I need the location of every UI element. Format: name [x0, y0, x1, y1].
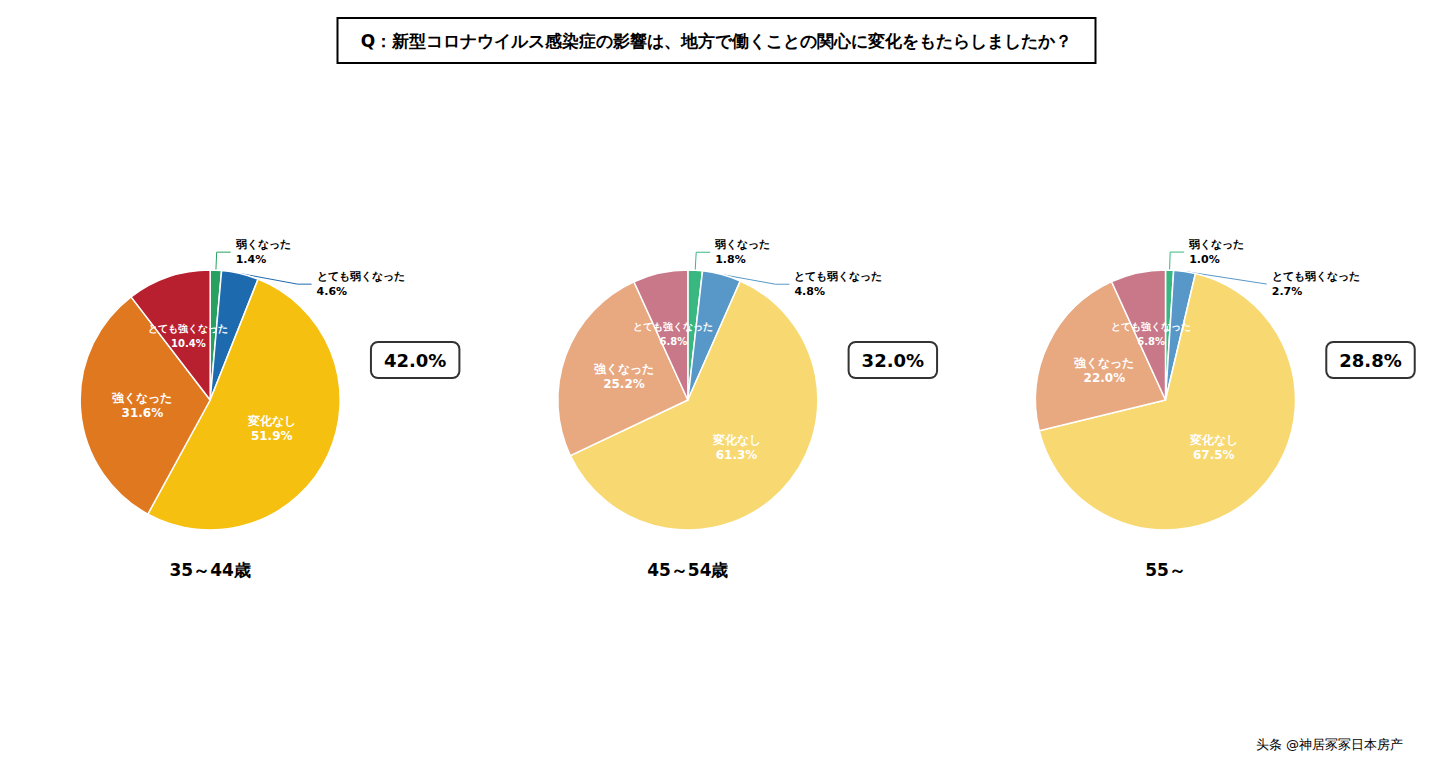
- svg-text:31.6%: 31.6%: [122, 406, 164, 420]
- svg-text:4.6%: 4.6%: [317, 285, 348, 298]
- svg-text:61.3%: 61.3%: [716, 448, 758, 462]
- svg-text:6.8%: 6.8%: [660, 336, 688, 347]
- svg-text:強くなった: 強くなった: [594, 362, 654, 376]
- svg-text:変化なし: 変化なし: [712, 433, 761, 447]
- svg-text:6.8%: 6.8%: [1137, 336, 1165, 347]
- svg-text:弱くなった: 弱くなった: [714, 238, 770, 251]
- svg-text:とても強くなった: とても強くなった: [633, 321, 713, 333]
- svg-text:強くなった: 強くなった: [1074, 356, 1134, 370]
- svg-text:弱くなった: 弱くなった: [235, 238, 291, 251]
- svg-text:2.7%: 2.7%: [1272, 285, 1303, 298]
- svg-text:35～44歳: 35～44歳: [170, 560, 251, 580]
- svg-text:とても弱くなった: とても弱くなった: [1272, 270, 1360, 283]
- svg-text:1.8%: 1.8%: [715, 253, 746, 266]
- svg-text:10.4%: 10.4%: [171, 338, 206, 349]
- svg-text:1.0%: 1.0%: [1189, 253, 1220, 266]
- svg-text:強くなった: 強くなった: [112, 391, 172, 405]
- svg-text:とても弱くなった: とても弱くなった: [317, 270, 405, 283]
- svg-text:弱くなった: 弱くなった: [1188, 238, 1244, 251]
- svg-text:とても弱くなった: とても弱くなった: [794, 270, 882, 283]
- svg-text:32.0%: 32.0%: [862, 350, 924, 371]
- svg-text:とても強くなった: とても強くなった: [148, 323, 228, 335]
- svg-text:とても強くなった: とても強くなった: [1111, 321, 1191, 333]
- svg-text:変化なし: 変化なし: [247, 414, 296, 428]
- svg-text:変化なし: 変化なし: [1189, 433, 1238, 447]
- svg-text:头条 @神居冢冢日本房产: 头条 @神居冢冢日本房产: [1256, 737, 1403, 752]
- svg-text:25.2%: 25.2%: [603, 377, 645, 391]
- svg-text:Q：新型コロナウイルス感染症の影響は、地方で働くことの関心に: Q：新型コロナウイルス感染症の影響は、地方で働くことの関心に変化をもたらしました…: [361, 31, 1072, 51]
- svg-text:55～: 55～: [1145, 560, 1186, 580]
- svg-text:67.5%: 67.5%: [1193, 448, 1235, 462]
- svg-text:28.8%: 28.8%: [1339, 350, 1401, 371]
- svg-text:1.4%: 1.4%: [236, 253, 267, 266]
- svg-text:22.0%: 22.0%: [1084, 371, 1126, 385]
- svg-text:42.0%: 42.0%: [384, 350, 446, 371]
- svg-text:45～54歳: 45～54歳: [647, 560, 728, 580]
- svg-text:4.8%: 4.8%: [794, 285, 825, 298]
- svg-text:51.9%: 51.9%: [251, 429, 293, 443]
